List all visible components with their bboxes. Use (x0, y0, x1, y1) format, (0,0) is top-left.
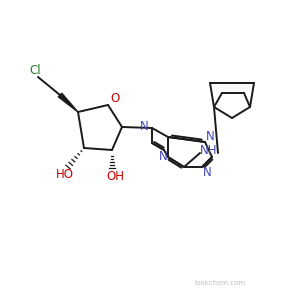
Text: Cl: Cl (29, 64, 41, 76)
Text: HO: HO (56, 169, 74, 182)
Text: lookchem.com: lookchem.com (194, 280, 246, 286)
Text: N: N (159, 151, 167, 164)
Text: NH: NH (200, 145, 218, 158)
Text: N: N (140, 119, 148, 133)
Text: OH: OH (106, 169, 124, 182)
Polygon shape (58, 93, 78, 112)
Text: O: O (110, 92, 120, 106)
Text: N: N (202, 166, 211, 178)
Text: N: N (206, 130, 214, 143)
